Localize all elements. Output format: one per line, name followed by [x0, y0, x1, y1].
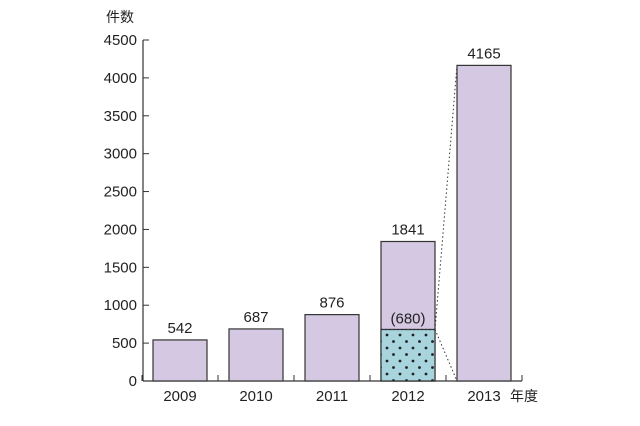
y-tick-label: 2500 — [104, 184, 137, 201]
bar-2013 — [456, 64, 512, 382]
sub-segment-label: (680) — [390, 310, 425, 327]
sub-segment-2012 — [380, 328, 436, 382]
x-tick-label: 2012 — [391, 388, 424, 405]
x-tick-label: 2010 — [239, 388, 272, 405]
y-tick-label: 4500 — [104, 32, 137, 49]
data-label-2011: 876 — [319, 295, 344, 312]
y-tick-label: 500 — [112, 335, 137, 352]
bar-2011 — [304, 314, 360, 382]
bar-2009 — [152, 339, 208, 382]
data-label-2010: 687 — [243, 309, 268, 326]
data-label-2009: 542 — [167, 320, 192, 337]
data-label-2012: 1841 — [391, 221, 424, 238]
x-axis-title: 年度 — [510, 389, 538, 405]
y-tick-label: 2000 — [104, 221, 137, 238]
x-tick-label: 2013 — [467, 388, 500, 405]
bar-2010 — [228, 328, 284, 382]
x-tick-label: 2011 — [316, 388, 348, 405]
x-tick-label: 2009 — [163, 388, 196, 405]
y-axis-title: 件数 — [106, 10, 134, 26]
y-tick-label: 1000 — [104, 297, 137, 314]
data-label-2013: 4165 — [467, 45, 500, 62]
bars — [152, 64, 512, 382]
y-tick-label: 3000 — [104, 146, 137, 163]
y-tick-label: 1500 — [104, 259, 137, 276]
y-tick-label: 3500 — [104, 108, 137, 125]
y-axis: 0 500 1000 1500 2000 2500 3000 3500 4000 4500 — [104, 32, 149, 390]
connector-upper — [434, 65, 458, 330]
connector-lower — [434, 329, 458, 382]
y-tick-label: 0 — [129, 373, 137, 390]
data-labels: 542 687 876 1841 4165 (680) — [167, 45, 500, 337]
y-tick-label: 4000 — [104, 70, 137, 87]
